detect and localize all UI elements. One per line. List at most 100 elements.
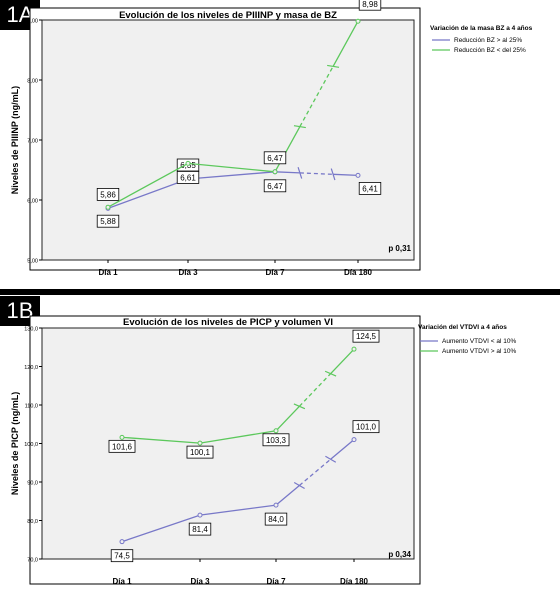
y-tick-label: 110,0 [25, 404, 38, 410]
series-segment-2 [274, 126, 301, 173]
data-label-box [352, 420, 380, 434]
data-label: 101,0 [352, 420, 380, 434]
series-segment-1 [333, 173, 359, 177]
panel-separator [0, 289, 560, 295]
series-segment-1 [274, 171, 300, 174]
data-label-box [186, 445, 214, 459]
axis-break-mark [325, 455, 337, 463]
data-label-box [176, 170, 200, 184]
y-tick-label: 130,0 [24, 327, 38, 333]
series-dashed-2 [299, 66, 334, 127]
data-point [351, 437, 357, 443]
axis-break-mark [330, 168, 336, 181]
data-label-box [263, 179, 287, 193]
data-label: 6,61 [176, 170, 200, 184]
y-tick-label: 90,0 [27, 481, 38, 487]
data-label-text: 81,4 [192, 525, 208, 534]
data-label-text: 101,0 [356, 423, 377, 432]
data-label-text: 6,47 [267, 154, 283, 163]
data-point [119, 434, 125, 440]
x-tick-label: Día 180 [340, 577, 369, 586]
chart-a: Evolución de los niveles de PIIINP y mas… [10, 0, 533, 277]
axis-break-mark [293, 125, 306, 129]
data-label-box [358, 0, 382, 11]
data-point [185, 160, 191, 166]
series-segment-2 [275, 405, 300, 432]
plot-area [41, 327, 415, 560]
y-tick-label: 80,0 [27, 519, 38, 525]
x-tick-label: Día 3 [178, 268, 198, 277]
p-value: p 0,31 [388, 244, 411, 253]
legend-title: Variación de la masa BZ a 4 años [430, 25, 533, 32]
axis-break-mark [297, 166, 303, 179]
data-label-text: 5,88 [100, 217, 116, 226]
data-point [105, 204, 111, 210]
legend-entry-1: Aumento VTDVI < al 10% [442, 338, 516, 345]
data-label: 6,47 [263, 151, 287, 165]
y-tick-label: 70,0 [27, 558, 38, 564]
data-point [273, 428, 279, 434]
data-label: 103,3 [262, 433, 290, 447]
legend-entry-2: Aumento VTDVI > al 10% [442, 348, 516, 355]
series-segment-2 [332, 20, 359, 67]
data-label-text: 124,5 [356, 332, 377, 341]
data-label-box [96, 214, 120, 228]
data-point [272, 169, 278, 175]
data-label-box [263, 151, 287, 165]
data-label-box [108, 439, 136, 453]
data-label-text: 6,47 [267, 182, 283, 191]
data-label-text: 100,1 [190, 448, 211, 457]
x-tick-label: Día 1 [112, 577, 132, 586]
y-tick-label: 6,00 [27, 199, 38, 205]
axis-break-mark [293, 403, 306, 410]
data-label-box [358, 181, 382, 195]
x-tick-label: Día 3 [190, 577, 210, 586]
data-label-box [352, 329, 380, 343]
data-point [197, 512, 203, 518]
y-tick-label: 7,00 [27, 139, 38, 145]
y-tick-label: 100,0 [24, 442, 38, 448]
series-dashed-1 [299, 172, 334, 175]
y-axis-label: Niveles de PIIINP (ng/mL) [10, 86, 20, 194]
data-label-box [96, 187, 120, 201]
data-label: 101,6 [108, 439, 136, 453]
x-tick-label: Día 7 [265, 268, 285, 277]
legend-title: Variación del VTDVI a 4 años [418, 324, 507, 331]
data-label: 5,86 [96, 187, 120, 201]
data-label-box [264, 512, 288, 526]
data-point [197, 440, 203, 446]
chart-b: Evolución de los niveles de PICP y volum… [10, 315, 516, 586]
data-label-box [188, 522, 212, 536]
data-label: 5,88 [96, 214, 120, 228]
data-label-text: 84,0 [268, 515, 284, 524]
data-label-text: 5,86 [100, 190, 116, 199]
series-segment-1 [275, 484, 300, 506]
series-dashed-2 [298, 373, 332, 407]
series-segment-1 [330, 439, 355, 460]
data-label: 124,5 [352, 329, 380, 343]
data-point [355, 172, 361, 178]
data-label: 84,0 [264, 512, 288, 526]
data-point [119, 539, 125, 545]
y-tick-label: 9,00 [27, 19, 38, 25]
data-label-box [262, 433, 290, 447]
x-tick-label: Día 7 [266, 577, 286, 586]
data-label-box [110, 549, 134, 563]
x-tick-label: Día 180 [344, 268, 373, 277]
y-tick-label: 8,00 [27, 79, 38, 85]
data-point [273, 502, 279, 508]
legend-entry-2: Reducción BZ < del 25% [454, 47, 526, 54]
data-label: 74,5 [110, 549, 134, 563]
data-label-text: 74,5 [114, 552, 130, 561]
data-label: 6,41 [358, 181, 382, 195]
data-point [355, 18, 361, 24]
chart-title: Evolución de los niveles de PIIINP y mas… [119, 10, 337, 21]
y-tick-label: 120,0 [24, 365, 38, 371]
y-tick-label: 5,00 [27, 259, 38, 265]
panel-label-b: 1B [0, 296, 40, 326]
data-label: 81,4 [188, 522, 212, 536]
data-label: 8,98 [358, 0, 382, 11]
data-label-text: 103,3 [266, 436, 287, 445]
y-axis-label: Niveles de PICP (ng/mL) [10, 392, 20, 495]
axis-break-mark [293, 481, 305, 489]
